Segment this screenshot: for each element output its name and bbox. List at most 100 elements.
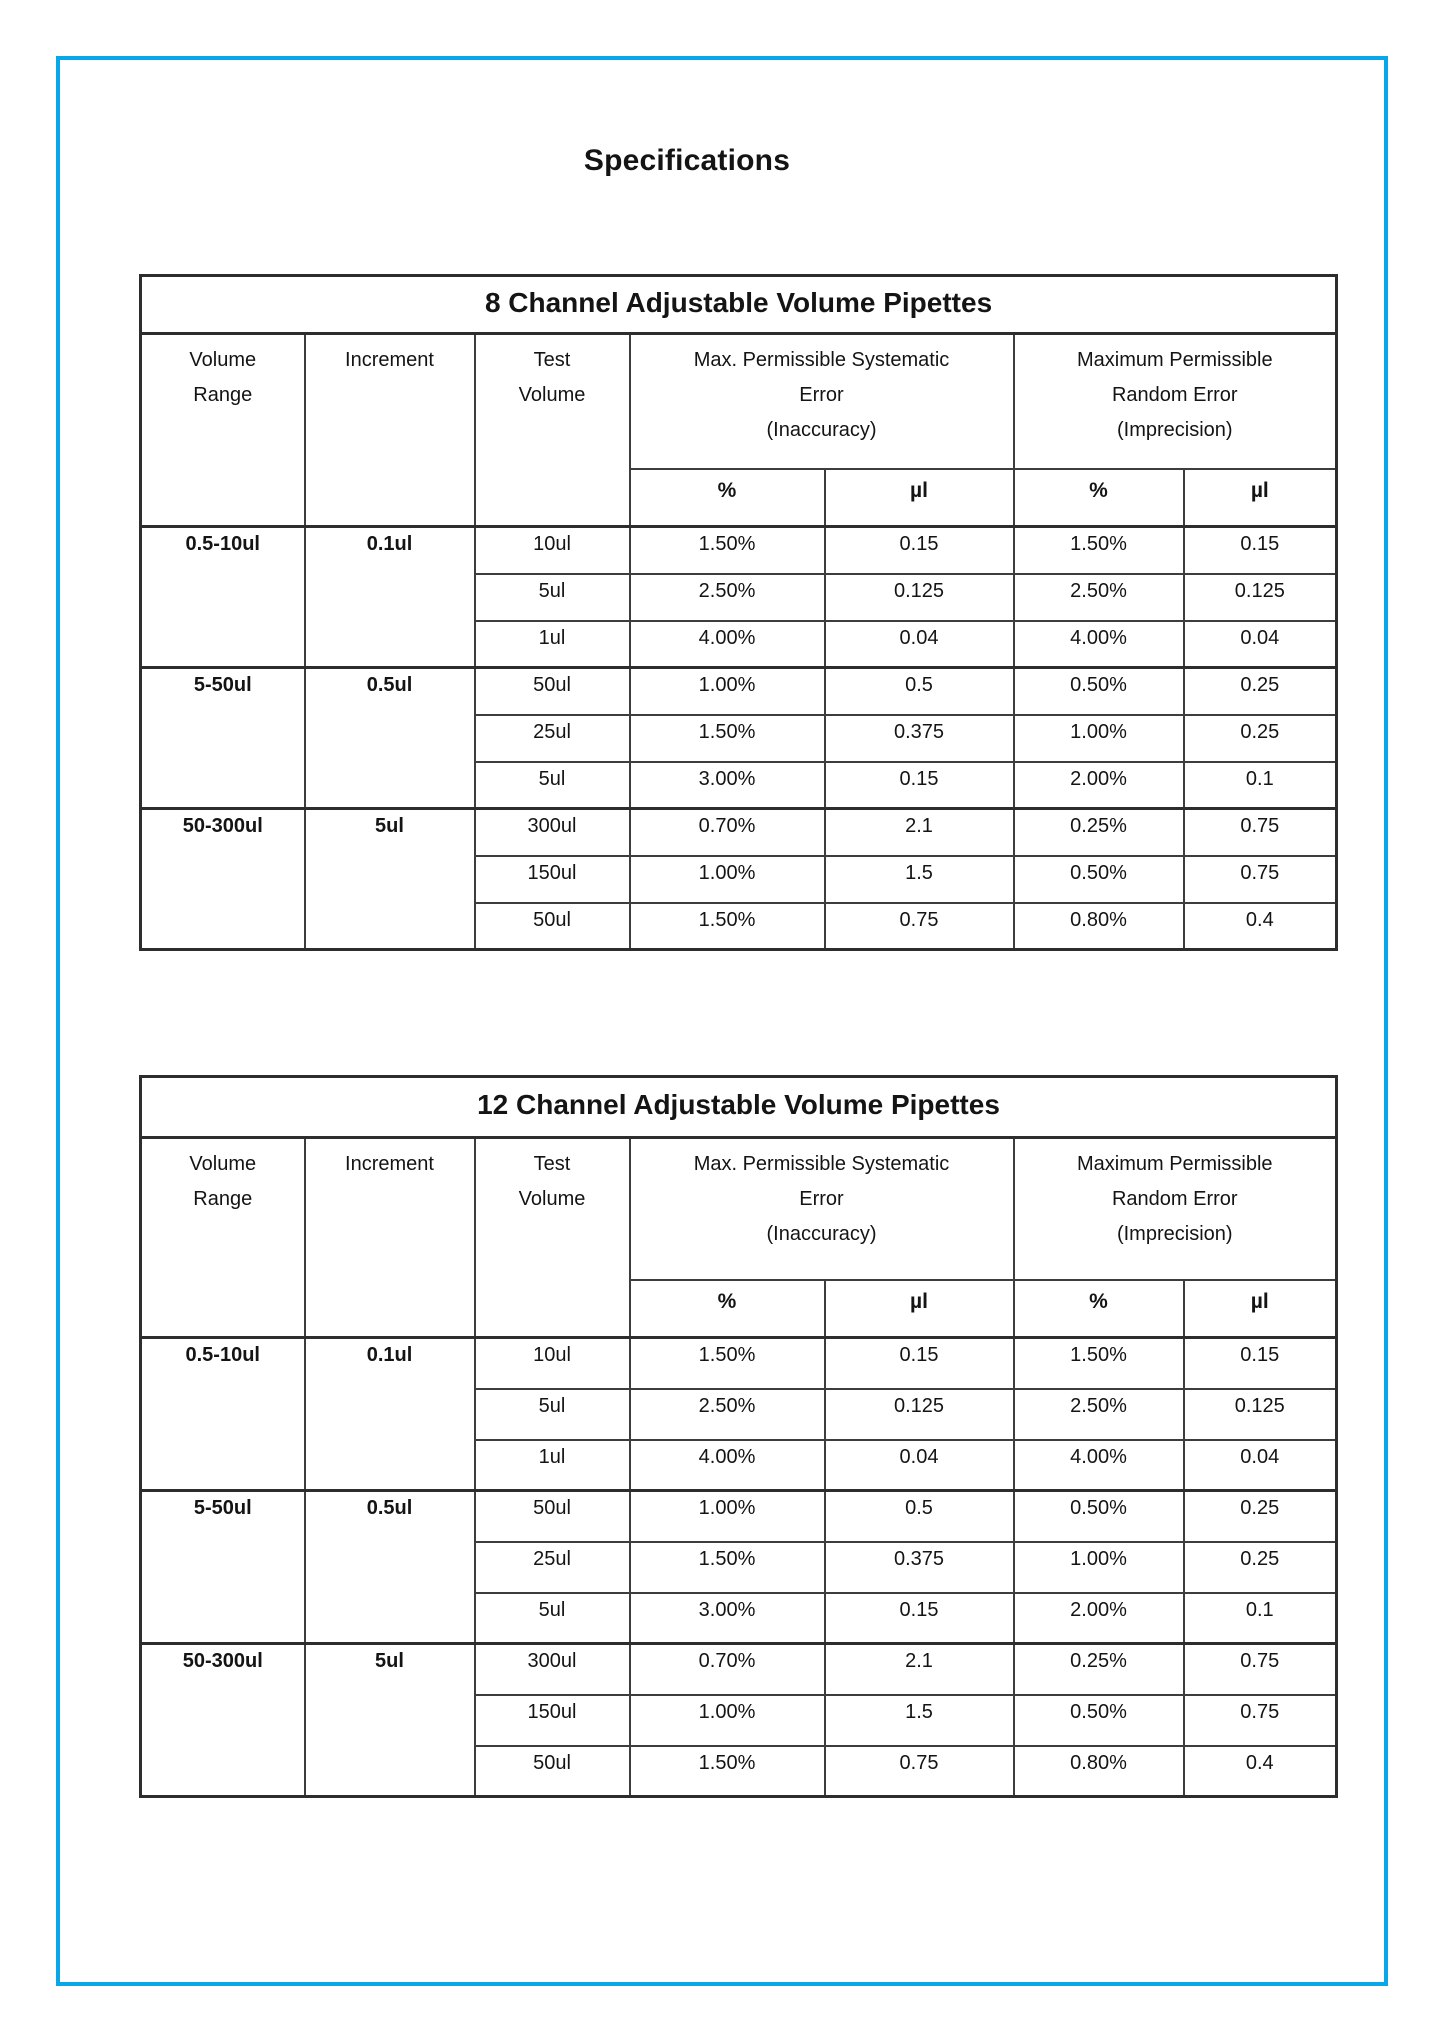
table-row: % µl % µl xyxy=(141,1278,1338,1339)
table-row: 5ul 2.50% 0.125 2.50% 0.125 xyxy=(141,1387,1338,1441)
column-header-test-volume: Test Volume xyxy=(473,332,631,528)
random-percent-cell: 0.80% xyxy=(1012,1744,1185,1798)
systematic-ul-cell: 0.5 xyxy=(823,1489,1015,1543)
random-ul-cell: 0.25 xyxy=(1182,1489,1338,1543)
random-ul-cell: 0.15 xyxy=(1182,1336,1338,1390)
table-row: 25ul 1.50% 0.375 1.00% 0.25 xyxy=(141,1540,1338,1594)
systematic-ul-cell: 1.5 xyxy=(823,1693,1015,1747)
random-percent-cell: 4.00% xyxy=(1012,619,1185,669)
table-row: 1ul 4.00% 0.04 4.00% 0.04 xyxy=(141,1438,1338,1492)
systematic-ul-cell: 0.125 xyxy=(823,572,1015,622)
systematic-percent-cell: 2.50% xyxy=(628,1387,826,1441)
random-percent-cell: 1.00% xyxy=(1012,713,1185,763)
column-header-volume-range: Volume Range xyxy=(139,1136,306,1339)
random-ul-cell: 0.75 xyxy=(1182,807,1338,857)
table-row: 1ul 4.00% 0.04 4.00% 0.04 xyxy=(141,619,1338,669)
random-percent-cell: 2.00% xyxy=(1012,760,1185,810)
test-volume-cell: 300ul xyxy=(473,807,631,857)
test-volume-cell: 50ul xyxy=(473,901,631,951)
systematic-ul-cell: 2.1 xyxy=(823,1642,1015,1696)
column-header-volume-range: Volume Range xyxy=(139,332,306,528)
test-volume-cell: 50ul xyxy=(473,1744,631,1798)
systematic-ul-cell: 0.75 xyxy=(823,901,1015,951)
table-row: 50-300ul 5ul 300ul 0.70% 2.1 0.25% 0.75 xyxy=(139,1642,1338,1798)
random-ul-cell: 0.25 xyxy=(1182,666,1338,716)
subheader-systematic-percent: % xyxy=(628,1278,826,1339)
volume-range-cell: 50-300ul xyxy=(139,807,306,951)
table-row: 8 Channel Adjustable Volume Pipettes xyxy=(139,274,1338,335)
table-row: Volume Range Increment Test Volume Max. … xyxy=(139,1136,1338,1339)
increment-cell: 5ul xyxy=(303,1642,476,1798)
random-ul-cell: 0.1 xyxy=(1182,1591,1338,1645)
column-header-increment: Increment xyxy=(303,332,476,528)
random-ul-cell: 0.125 xyxy=(1182,1387,1338,1441)
systematic-percent-cell: 1.50% xyxy=(628,713,826,763)
systematic-percent-cell: 0.70% xyxy=(628,807,826,857)
systematic-ul-cell: 0.375 xyxy=(823,713,1015,763)
random-percent-cell: 0.50% xyxy=(1012,854,1185,904)
systematic-percent-cell: 1.50% xyxy=(628,1540,826,1594)
random-ul-cell: 0.25 xyxy=(1182,713,1338,763)
volume-range-cell: 5-50ul xyxy=(139,1489,306,1645)
systematic-percent-cell: 1.00% xyxy=(628,666,826,716)
systematic-ul-cell: 0.04 xyxy=(823,619,1015,669)
increment-cell: 5ul xyxy=(303,807,476,951)
spec-table-12-channel: 12 Channel Adjustable Volume Pipettes Vo… xyxy=(139,1075,1339,1798)
random-percent-cell: 0.50% xyxy=(1012,666,1185,716)
systematic-ul-cell: 2.1 xyxy=(823,807,1015,857)
spec-table-8-channel: 8 Channel Adjustable Volume Pipettes Vol… xyxy=(139,274,1339,951)
volume-range-cell: 5-50ul xyxy=(139,666,306,810)
systematic-percent-cell: 4.00% xyxy=(628,619,826,669)
test-volume-cell: 25ul xyxy=(473,1540,631,1594)
column-header-random-error: Maximum Permissible Random Error (Imprec… xyxy=(1012,332,1338,470)
table-title: 8 Channel Adjustable Volume Pipettes xyxy=(139,274,1338,335)
test-volume-cell: 150ul xyxy=(473,1693,631,1747)
column-header-test-volume: Test Volume xyxy=(473,1136,631,1339)
increment-cell: 0.1ul xyxy=(303,525,476,669)
table-row: 50ul 1.50% 0.75 0.80% 0.4 xyxy=(141,901,1338,951)
random-percent-cell: 0.50% xyxy=(1012,1693,1185,1747)
random-ul-cell: 0.75 xyxy=(1182,854,1338,904)
random-ul-cell: 0.75 xyxy=(1182,1693,1338,1747)
page-border xyxy=(56,56,1388,1986)
random-percent-cell: 0.25% xyxy=(1012,807,1185,857)
test-volume-cell: 5ul xyxy=(473,572,631,622)
volume-range-cell: 0.5-10ul xyxy=(139,525,306,669)
systematic-ul-cell: 0.15 xyxy=(823,525,1015,575)
subheader-systematic-percent: % xyxy=(628,467,826,528)
systematic-percent-cell: 0.70% xyxy=(628,1642,826,1696)
random-percent-cell: 0.50% xyxy=(1012,1489,1185,1543)
random-ul-cell: 0.1 xyxy=(1182,760,1338,810)
random-percent-cell: 2.50% xyxy=(1012,572,1185,622)
systematic-percent-cell: 3.00% xyxy=(628,1591,826,1645)
subheader-systematic-ul: µl xyxy=(823,1278,1015,1339)
systematic-ul-cell: 0.75 xyxy=(823,1744,1015,1798)
subheader-systematic-ul: µl xyxy=(823,467,1015,528)
table-row: 0.5-10ul 0.1ul 10ul 1.50% 0.15 1.50% 0.1… xyxy=(139,525,1338,669)
table-row: 50-300ul 5ul 300ul 0.70% 2.1 0.25% 0.75 xyxy=(139,807,1338,951)
random-percent-cell: 4.00% xyxy=(1012,1438,1185,1492)
table-row: 25ul 1.50% 0.375 1.00% 0.25 xyxy=(141,713,1338,763)
increment-cell: 0.5ul xyxy=(303,666,476,810)
table-row: 150ul 1.00% 1.5 0.50% 0.75 xyxy=(141,854,1338,904)
subheader-random-percent: % xyxy=(1012,1278,1185,1339)
spec-table: 12 Channel Adjustable Volume Pipettes Vo… xyxy=(139,1075,1339,1798)
systematic-percent-cell: 1.00% xyxy=(628,854,826,904)
random-ul-cell: 0.25 xyxy=(1182,1540,1338,1594)
test-volume-cell: 150ul xyxy=(473,854,631,904)
systematic-percent-cell: 1.50% xyxy=(628,525,826,575)
test-volume-cell: 50ul xyxy=(473,666,631,716)
systematic-percent-cell: 1.50% xyxy=(628,1336,826,1390)
random-percent-cell: 2.00% xyxy=(1012,1591,1185,1645)
subheader-random-ul: µl xyxy=(1182,1278,1338,1339)
random-ul-cell: 0.75 xyxy=(1182,1642,1338,1696)
column-header-systematic-error: Max. Permissible Systematic Error (Inacc… xyxy=(628,332,1015,470)
test-volume-cell: 10ul xyxy=(473,525,631,575)
column-header-random-error: Maximum Permissible Random Error (Imprec… xyxy=(1012,1136,1338,1281)
systematic-ul-cell: 0.15 xyxy=(823,1336,1015,1390)
table-row: 50ul 1.50% 0.75 0.80% 0.4 xyxy=(141,1744,1338,1798)
random-percent-cell: 2.50% xyxy=(1012,1387,1185,1441)
systematic-percent-cell: 1.00% xyxy=(628,1693,826,1747)
systematic-ul-cell: 1.5 xyxy=(823,854,1015,904)
systematic-percent-cell: 1.50% xyxy=(628,1744,826,1798)
